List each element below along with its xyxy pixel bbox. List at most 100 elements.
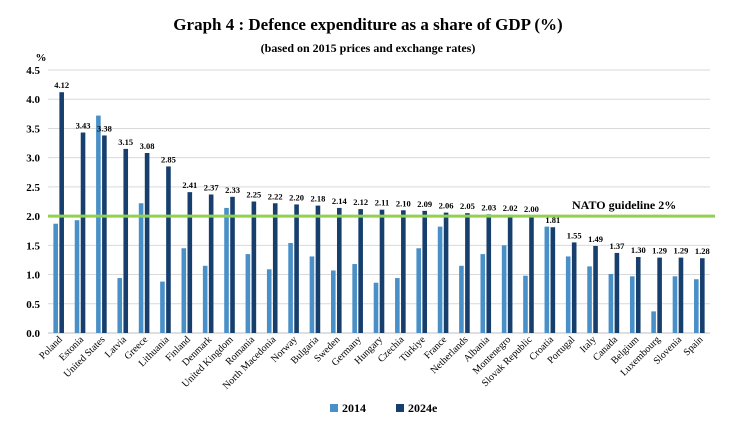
- bar-2014-sweden: [330, 270, 336, 333]
- data-label: 1.29: [652, 246, 667, 256]
- legend-swatch-2024e: [396, 404, 404, 412]
- bar-2024e-t-rkiye: [422, 210, 428, 333]
- bar-2014-croatia: [544, 226, 550, 333]
- data-label: 2.85: [161, 154, 176, 164]
- bar-2014-portugal: [565, 256, 571, 333]
- bar-2024e-sweden: [336, 207, 342, 333]
- bar-2024e-canada: [614, 252, 620, 333]
- bar-2014-germany: [352, 264, 357, 333]
- data-label: 1.81: [545, 215, 560, 225]
- bar-2024e-germany: [358, 209, 363, 333]
- bar-2024e-north-macedonia: [272, 203, 278, 333]
- data-label: 2.12: [353, 197, 368, 207]
- y-axis-label: %: [36, 52, 47, 64]
- data-label: 2.22: [268, 191, 283, 201]
- bar-2014-slovenia: [672, 276, 678, 333]
- y-tick-label: 4.5: [26, 65, 40, 77]
- y-tick-label: 2.5: [26, 182, 40, 194]
- data-label: 2.09: [417, 199, 432, 209]
- bar-2024e-hungary: [379, 209, 385, 333]
- bar-2014-slovak-republic: [523, 275, 528, 333]
- bar-2014-latvia: [117, 278, 123, 333]
- bar-2014-italy: [587, 266, 592, 333]
- bar-2024e-norway: [294, 204, 299, 333]
- bar-2024e-portugal: [571, 242, 577, 333]
- legend: 2014 2024e: [330, 401, 438, 415]
- bar-2024e-bulgaria: [315, 205, 321, 333]
- data-label: 2.14: [332, 196, 348, 206]
- bar-2014-united-kingdom: [224, 207, 229, 333]
- data-labels: 4.12 3.43 3.38 3.15 3.08 2.85 2.41 2.37 2.33 2.25…: [54, 80, 710, 256]
- y-tick-label: 4.0: [26, 94, 40, 106]
- bar-2014-romania: [245, 254, 251, 333]
- y-tick-label: 3.5: [26, 123, 40, 135]
- bar-2024e-spain: [700, 258, 705, 333]
- bar-2024e-denmark: [208, 194, 214, 333]
- bar-2014-poland: [53, 223, 58, 333]
- nato-guideline-label: NATO guideline 2%: [572, 198, 676, 212]
- bar-2024e-netherlands: [465, 213, 470, 333]
- bar-2014-united-states: [96, 115, 101, 333]
- data-label: 1.55: [567, 230, 582, 240]
- bars: [53, 92, 705, 333]
- y-tick-label: 1.5: [26, 240, 40, 252]
- bar-2024e-united-kingdom: [230, 196, 235, 333]
- bar-2014-czechia: [395, 278, 400, 333]
- x-tick-label: Spain: [682, 334, 706, 358]
- y-tick-label: 0.0: [26, 328, 40, 340]
- bar-2024e-slovak-republic: [529, 216, 534, 333]
- bar-2024e-latvia: [123, 148, 129, 333]
- bar-2014-montenegro: [501, 245, 507, 333]
- bar-2014-luxembourg: [651, 311, 656, 333]
- data-label: 2.25: [246, 190, 261, 200]
- bar-2024e-belgium: [635, 257, 641, 333]
- bar-2024e-croatia: [550, 227, 556, 333]
- bar-2024e-montenegro: [507, 214, 513, 333]
- data-label: 2.05: [460, 201, 475, 211]
- data-label: 2.41: [182, 180, 197, 190]
- bar-2024e-lithuania: [166, 166, 171, 333]
- bar-2014-estonia: [74, 220, 80, 333]
- data-label: 3.08: [140, 141, 155, 151]
- y-tick-label: 3.0: [26, 153, 40, 165]
- legend-label-2024e: 2024e: [408, 401, 438, 415]
- y-tick-label: 2.0: [26, 211, 40, 223]
- data-label: 2.10: [396, 198, 411, 208]
- bar-2024e-slovenia: [678, 257, 684, 333]
- bar-2014-belgium: [629, 276, 635, 333]
- bar-2014-lithuania: [160, 281, 165, 333]
- legend-label-2014: 2014: [342, 401, 366, 415]
- bar-2014-norway: [288, 242, 293, 333]
- bar-2014-hungary: [373, 282, 379, 333]
- data-label: 1.49: [588, 234, 603, 244]
- data-label: 2.33: [225, 185, 240, 195]
- bar-2014-spain: [694, 279, 699, 333]
- data-label: 2.06: [439, 201, 454, 211]
- bar-2014-france: [437, 226, 443, 333]
- data-label: 1.37: [609, 241, 625, 251]
- bar-2014-albania: [480, 254, 486, 333]
- bar-2024e-poland: [59, 92, 64, 333]
- data-label: 2.20: [289, 192, 304, 202]
- chart-subtitle: (based on 2015 prices and exchange rates…: [261, 41, 476, 55]
- data-label: 1.29: [674, 246, 689, 256]
- bar-2014-north-macedonia: [266, 269, 272, 333]
- data-label: 2.03: [481, 202, 496, 212]
- bar-2014-netherlands: [459, 265, 464, 333]
- bar-2014-denmark: [202, 265, 208, 333]
- data-label: 2.00: [524, 204, 539, 214]
- bar-2024e-luxembourg: [657, 257, 662, 333]
- bar-2024e-czechia: [401, 210, 406, 333]
- y-tick-label: 0.5: [26, 299, 40, 311]
- data-label: 3.15: [118, 137, 133, 147]
- bar-2014-greece: [138, 203, 144, 333]
- bar-2024e-albania: [486, 214, 492, 333]
- data-label: 1.30: [631, 245, 646, 255]
- bar-2024e-estonia: [80, 132, 86, 333]
- chart-title: Graph 4 : Defence expenditure as a share…: [173, 15, 562, 34]
- data-label: 2.11: [375, 198, 389, 208]
- data-label: 2.18: [310, 194, 325, 204]
- bar-2024e-romania: [251, 201, 257, 333]
- bar-2024e-finland: [187, 192, 193, 333]
